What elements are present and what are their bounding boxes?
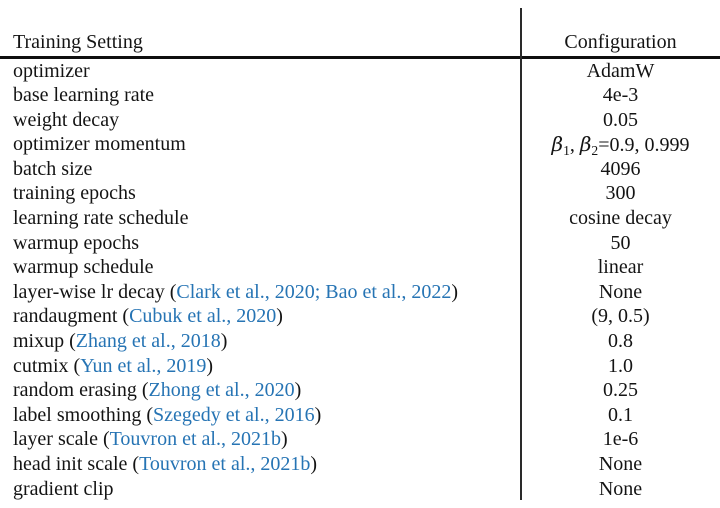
config-value: 50 bbox=[610, 231, 631, 254]
setting-label: training epochs bbox=[13, 182, 136, 205]
config-value: 4096 bbox=[600, 157, 641, 180]
text-segment: =0.9, 0.999 bbox=[598, 134, 690, 157]
text-segment: ) bbox=[220, 330, 228, 353]
column-header-configuration: Configuration bbox=[564, 31, 677, 53]
config-value: None bbox=[598, 477, 643, 500]
citation-link[interactable]: Touvron et al., 2021b bbox=[109, 428, 281, 451]
text-segment: mixup ( bbox=[13, 330, 76, 353]
config-value: 0.25 bbox=[603, 379, 638, 402]
setting-label: batch size bbox=[13, 157, 93, 180]
setting-label: optimizer momentum bbox=[13, 133, 186, 156]
text-segment: ) bbox=[206, 354, 213, 377]
table-row: weight decay 0.05 bbox=[0, 108, 720, 133]
citation-link[interactable]: Cubuk et al., 2020 bbox=[129, 305, 277, 328]
citation-link[interactable]: Zhang et al., 2018 bbox=[75, 330, 221, 353]
config-value: AdamW bbox=[586, 59, 655, 82]
table-row: warmup schedule linear bbox=[0, 255, 720, 280]
setting-label: optimizer bbox=[13, 59, 90, 82]
text-segment: ) bbox=[280, 428, 288, 451]
subscript-text: 1 bbox=[563, 143, 570, 159]
setting-label: layer scale (Touvron et al., 2021b) bbox=[0, 427, 521, 452]
citation-link[interactable]: Touvron et al., 2021b bbox=[139, 453, 311, 475]
config-value: linear bbox=[597, 256, 644, 279]
setting-label: base learning rate bbox=[13, 84, 155, 107]
text-segment: randaugment ( bbox=[13, 305, 130, 328]
header-rule bbox=[0, 56, 720, 59]
table-body: optimizer AdamW base learning rate 4e-3 weig… bbox=[0, 59, 720, 502]
table-row: layer scale (Touvron et al., 2021b) 1e-6 bbox=[0, 427, 720, 452]
setting-label: learning rate schedule bbox=[13, 207, 189, 230]
config-value: 1.0 bbox=[608, 354, 633, 377]
text-segment: head init scale ( bbox=[13, 453, 140, 475]
setting-label: cutmix (Yun et al., 2019) bbox=[0, 354, 521, 379]
citation-link[interactable]: Clark et al., 2020 bbox=[176, 280, 315, 303]
config-value: β1, β2=0.9, 0.999 bbox=[521, 132, 720, 158]
text-segment: layer scale ( bbox=[13, 428, 110, 451]
table-row: label smoothing (Szegedy et al., 2016) 0.… bbox=[0, 403, 720, 428]
config-value: 0.05 bbox=[603, 108, 638, 131]
text-segment: β bbox=[551, 132, 564, 157]
config-value: None bbox=[598, 453, 643, 475]
text-segment: ) bbox=[451, 280, 459, 303]
text-segment: ) bbox=[314, 403, 322, 426]
config-value: 4e-3 bbox=[602, 84, 639, 107]
table-row: optimizer momentum β1, β2=0.9, 0.999 bbox=[0, 132, 720, 157]
text-segment: random erasing ( bbox=[13, 379, 149, 402]
column-header-training-setting: Training Setting bbox=[13, 31, 143, 53]
table-row: head init scale (Touvron et al., 2021b) N… bbox=[0, 452, 720, 477]
table-row: cutmix (Yun et al., 2019) 1.0 bbox=[0, 354, 720, 379]
table-row: learning rate schedule cosine decay bbox=[0, 206, 720, 231]
table-row: randaugment (Cubuk et al., 2020) (9, 0.5) bbox=[0, 304, 720, 329]
table-row: training epochs 300 bbox=[0, 181, 720, 206]
citation-link[interactable]: Szegedy et al., 2016 bbox=[152, 403, 315, 426]
text-segment: β bbox=[579, 132, 592, 157]
subscript-text: 2 bbox=[591, 143, 599, 159]
citation-link[interactable]: Bao et al., 2022 bbox=[325, 280, 452, 303]
table-row: batch size 4096 bbox=[0, 157, 720, 182]
setting-label: weight decay bbox=[13, 108, 120, 131]
setting-label: warmup epochs bbox=[13, 231, 140, 254]
table-row: random erasing (Zhong et al., 2020) 0.25 bbox=[0, 378, 720, 403]
text-segment: ) bbox=[294, 379, 302, 402]
config-value: 300 bbox=[605, 182, 636, 205]
table-row: base learning rate 4e-3 bbox=[0, 83, 720, 108]
setting-label: head init scale (Touvron et al., 2021b) bbox=[0, 452, 521, 477]
config-value: 0.8 bbox=[608, 330, 633, 353]
text-segment: cutmix ( bbox=[13, 354, 81, 377]
table-header-row: Training Setting Configuration bbox=[0, 0, 720, 56]
table-row: mixup (Zhang et al., 2018) 0.8 bbox=[0, 329, 720, 354]
citation-link[interactable]: Yun et al., 2019 bbox=[80, 354, 207, 377]
table-row: optimizer AdamW bbox=[0, 59, 720, 84]
table-row: warmup epochs 50 bbox=[0, 231, 720, 256]
setting-label: label smoothing (Szegedy et al., 2016) bbox=[0, 403, 521, 428]
column-divider bbox=[520, 8, 522, 500]
setting-label: layer-wise lr decay (Clark et al., 2020;… bbox=[0, 280, 521, 305]
text-segment: ) bbox=[276, 305, 283, 328]
table-row: gradient clip None bbox=[0, 477, 720, 502]
text-segment: ) bbox=[310, 453, 318, 475]
config-value: cosine decay bbox=[569, 207, 672, 230]
citation-link[interactable]: Zhong et al., 2020 bbox=[148, 379, 295, 402]
text-segment: layer-wise lr decay ( bbox=[13, 280, 177, 303]
setting-label: random erasing (Zhong et al., 2020) bbox=[0, 378, 521, 403]
config-value: (9, 0.5) bbox=[591, 305, 650, 328]
config-value: 0.1 bbox=[608, 403, 633, 426]
config-value: None bbox=[598, 280, 643, 303]
citation-separator: ; bbox=[314, 280, 326, 303]
setting-label: warmup schedule bbox=[13, 256, 154, 279]
text-segment: label smoothing ( bbox=[13, 403, 153, 426]
text-segment: , bbox=[569, 134, 580, 157]
setting-label: mixup (Zhang et al., 2018) bbox=[0, 329, 521, 354]
setting-label: randaugment (Cubuk et al., 2020) bbox=[0, 304, 521, 329]
setting-label: gradient clip bbox=[13, 477, 114, 500]
config-value: 1e-6 bbox=[602, 428, 639, 451]
table-row: layer-wise lr decay (Clark et al., 2020;… bbox=[0, 280, 720, 305]
